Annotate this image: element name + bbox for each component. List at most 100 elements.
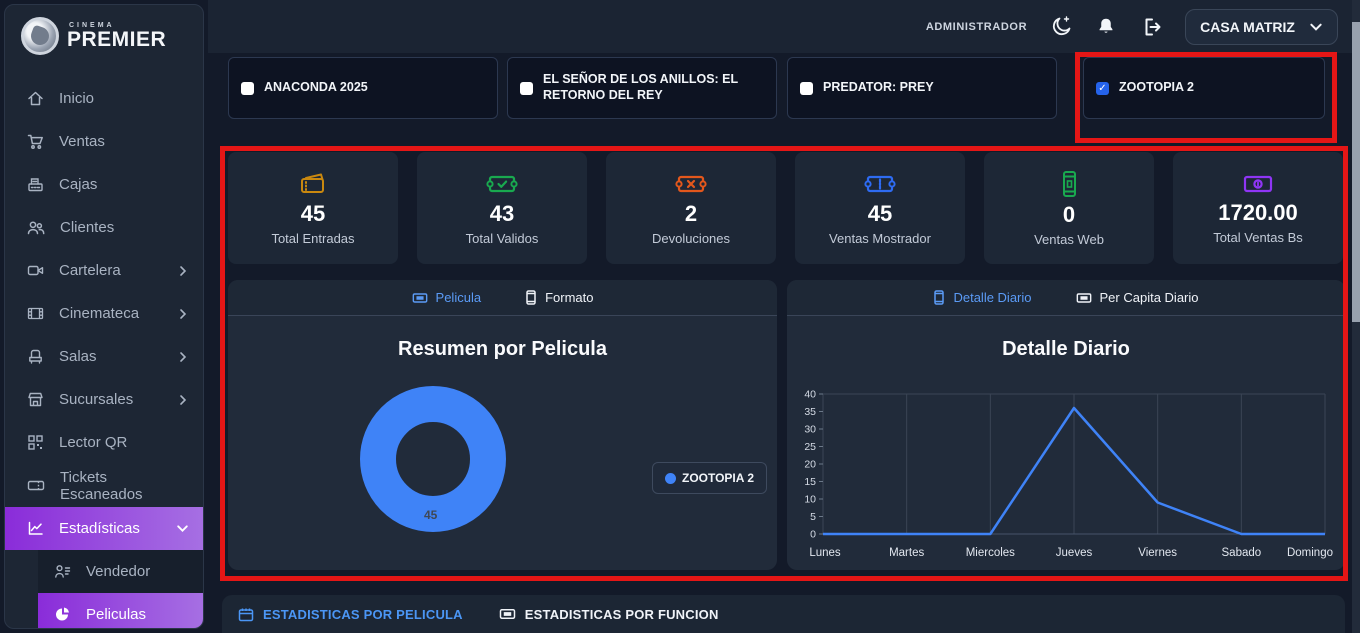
ticket-icon: [412, 291, 428, 305]
stat-label: Devoluciones: [651, 230, 731, 246]
x-category-label: Lunes: [809, 547, 841, 559]
ticket-icon: [27, 477, 45, 494]
x-category-label: Miercoles: [966, 547, 1015, 559]
sidebar-item-label: Cinemateca: [59, 305, 140, 322]
scrollbar-thumb[interactable]: [1352, 22, 1360, 322]
sidebar-item-salas[interactable]: Salas: [5, 335, 203, 378]
sidebar-item-cajas[interactable]: Cajas: [5, 163, 203, 206]
seat-icon: [27, 348, 44, 365]
sidebar-item-estadisticas[interactable]: Estadísticas: [5, 507, 203, 550]
topbar: ADMINISTRADOR CASA MATRIZ: [208, 0, 1352, 53]
movie-filter-anaconda[interactable]: ANACONDA 2025: [228, 57, 498, 119]
checkbox-unchecked[interactable]: [800, 81, 813, 95]
movie-filter-zootopia[interactable]: ✓ ZOOTOPIA 2: [1083, 57, 1325, 119]
sidebar-subitem-vendedor[interactable]: Vendedor: [38, 550, 203, 593]
dark-mode-moon-icon[interactable]: [1049, 15, 1073, 39]
notifications-bell-icon[interactable]: [1095, 16, 1117, 38]
ticket-icon: [499, 607, 516, 621]
chevron-down-icon: [1309, 20, 1323, 34]
tab-label: Formato: [545, 290, 594, 305]
y-tick-label: 20: [804, 459, 816, 471]
line-chart-title: Detalle Diario: [1002, 338, 1130, 360]
right-panel-tabs: Detalle Diario Per Capita Diario: [787, 280, 1345, 316]
sidebar-item-lector-qr[interactable]: Lector QR: [5, 421, 203, 464]
movie-filter-label: PREDATOR: PREY: [823, 80, 934, 95]
sidebar-item-inicio[interactable]: Inicio: [5, 77, 203, 120]
sidebar-item-clientes[interactable]: Clientes: [5, 206, 203, 249]
checkbox-unchecked[interactable]: [241, 81, 254, 95]
y-tick-label: 5: [810, 511, 816, 523]
store-icon: [27, 391, 44, 408]
sidebar-subitem-peliculas[interactable]: Peliculas: [38, 593, 203, 628]
bottom-tab-bar: ESTADISTICAS POR PELICULA ESTADISTICAS P…: [222, 595, 1345, 633]
stat-value: 0: [1062, 202, 1076, 228]
stat-value: 2: [684, 201, 698, 227]
logout-icon[interactable]: [1139, 15, 1163, 39]
stat-value: 43: [489, 201, 515, 227]
branch-selector-button[interactable]: CASA MATRIZ: [1185, 8, 1338, 45]
x-category-label: Jueves: [1056, 547, 1093, 559]
y-tick-label: 15: [804, 476, 816, 488]
tab-per-capita-diario[interactable]: Per Capita Diario: [1076, 290, 1199, 305]
calendar-icon: [238, 607, 254, 622]
mobile-icon: [525, 290, 537, 305]
tab-estadisticas-por-pelicula[interactable]: ESTADISTICAS POR PELICULA: [238, 607, 463, 622]
sidebar-item-cinemateca[interactable]: Cinemateca: [5, 292, 203, 335]
brand-name-top: CINEMA: [69, 22, 115, 29]
checkbox-checked[interactable]: ✓: [1096, 81, 1109, 95]
sidebar-item-label: Vendedor: [86, 563, 151, 580]
user-role-label: ADMINISTRADOR: [925, 20, 1028, 33]
legend-dot: [664, 472, 676, 484]
checkbox-unchecked[interactable]: [520, 81, 533, 95]
chevron-down-icon: [176, 522, 189, 535]
stat-value: 45: [300, 201, 326, 227]
tab-label: Detalle Diario: [953, 290, 1032, 305]
line-chart[interactable]: 0 5 10 15 20 25 30 35 40 Lunes Martes Miercoles Juev…: [789, 384, 1343, 562]
scrollbar-track[interactable]: [1352, 0, 1360, 633]
stat-label: Ventas Web: [1034, 231, 1104, 247]
sidebar-item-label: Lector QR: [59, 434, 128, 451]
tab-estadisticas-por-funcion[interactable]: ESTADISTICAS POR FUNCION: [499, 607, 719, 622]
ticket-stack-icon: [297, 170, 329, 198]
brand-name: PREMIER: [67, 28, 167, 51]
movie-filter-senor-anillos[interactable]: EL SEÑOR DE LOS ANILLOS: EL RETORNO DEL …: [507, 57, 777, 119]
left-panel-tabs: Pelicula Formato: [228, 280, 777, 316]
brand-logo[interactable]: CINEMA PREMIER: [5, 5, 203, 65]
sidebar-item-tickets-escaneados[interactable]: Tickets Escaneados: [5, 464, 203, 507]
movie-filter-predator[interactable]: PREDATOR: PREY: [787, 57, 1057, 119]
y-tick-label: 30: [804, 424, 816, 436]
movie-filter-label: ANACONDA 2025: [264, 80, 368, 95]
chevron-right-icon: [177, 394, 189, 406]
estadisticas-submenu: Vendedor Peliculas: [38, 550, 203, 628]
sidebar-item-label: Inicio: [59, 90, 95, 107]
sidebar-item-ventas[interactable]: Ventas: [5, 120, 203, 163]
sidebar-nav: Inicio Ventas Cajas Clientes Cartelera: [5, 77, 203, 628]
video-icon: [27, 262, 44, 279]
branch-selector-label: CASA MATRIZ: [1200, 18, 1295, 35]
ticket-x-icon: [675, 170, 707, 198]
sidebar-item-label: Ventas: [59, 133, 105, 150]
home-icon: [27, 90, 44, 107]
person-lines-icon: [54, 563, 71, 580]
chevron-right-icon: [177, 308, 189, 320]
tab-formato[interactable]: Formato: [525, 290, 593, 305]
x-category-label: Martes: [889, 547, 924, 559]
stat-value: 45: [867, 201, 893, 227]
stat-card-ventas-mostrador: 45 Ventas Mostrador: [795, 152, 965, 264]
sidebar-item-label: Sucursales: [59, 391, 134, 408]
x-category-label: Sabado: [1222, 547, 1262, 559]
sidebar-item-label: Cartelera: [59, 262, 121, 279]
stat-label: Total Validos: [465, 230, 539, 246]
y-tick-label: 0: [810, 529, 816, 541]
chart-line-icon: [27, 520, 44, 537]
sidebar-item-sucursales[interactable]: Sucursales: [5, 378, 203, 421]
stat-label: Total Ventas Bs: [1213, 229, 1303, 245]
sidebar-item-label: Cajas: [59, 176, 98, 193]
tab-pelicula[interactable]: Pelicula: [412, 290, 481, 305]
tab-detalle-diario[interactable]: Detalle Diario: [933, 290, 1032, 305]
sidebar-item-cartelera[interactable]: Cartelera: [5, 249, 203, 292]
sidebar-item-label: Salas: [59, 348, 97, 365]
chart-legend[interactable]: ZOOTOPIA 2: [651, 462, 767, 494]
film-icon: [27, 305, 44, 322]
